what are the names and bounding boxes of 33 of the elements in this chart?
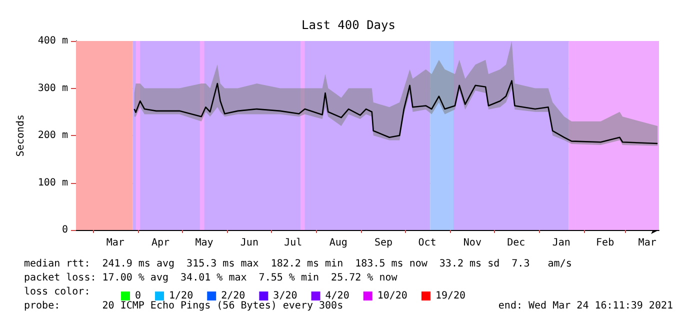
- y-tick-label: 0: [62, 224, 68, 236]
- legend-title: loss color:: [24, 286, 90, 298]
- x-tick-label: Nov: [463, 238, 482, 248]
- y-axis-title: Seconds: [16, 114, 26, 157]
- y-tick-label: 400 m: [38, 36, 68, 46]
- legend-label: 4/20: [325, 290, 350, 302]
- text: packet loss: 17.00 % avg 34.01 % max 7.55 % min 25.72 % now: [24, 272, 398, 284]
- y-tick-label: 300 m: [38, 82, 68, 94]
- legend-label: 10/20: [377, 290, 408, 302]
- x-tick-label: Jul: [284, 238, 302, 248]
- x-tick-label: Aug: [329, 238, 348, 248]
- x-tick-label: Feb: [596, 238, 614, 248]
- text: end: Wed Mar 24 16:11:39 2021: [498, 300, 674, 312]
- text: probe: 20 ICMP Echo Pings (56 Bytes) every 300s: [24, 300, 344, 312]
- x-tick-label: Mar: [638, 238, 656, 248]
- line-series: [134, 80, 658, 144]
- text: median rtt: 241.9 ms avg 315.3 ms max 182.2 ms min 183.5 ms now 33.2 ms sd 7.3 am/s: [24, 258, 572, 270]
- x-tick-label: Jun: [240, 238, 258, 248]
- y-tick-label: 100 m: [38, 177, 68, 188]
- y-tick-label: 200 m: [38, 130, 68, 141]
- x-tick-label: Apr: [152, 238, 170, 248]
- x-tick-label: May: [195, 238, 214, 248]
- chart-title: Last 400 Days: [302, 18, 396, 32]
- legend-label: 3/20: [273, 290, 298, 302]
- x-tick-label: Jan: [552, 238, 570, 248]
- x-tick-label: Dec: [507, 238, 526, 248]
- x-tick-label: Mar: [106, 238, 124, 248]
- x-tick-label: Oct: [418, 238, 436, 248]
- legend-label: 0: [135, 290, 142, 302]
- legend-label: 2/20: [221, 290, 246, 302]
- legend-label: 19/20: [435, 290, 466, 302]
- x-tick-label: Sep: [374, 238, 393, 248]
- legend-label: 1/20: [169, 290, 194, 302]
